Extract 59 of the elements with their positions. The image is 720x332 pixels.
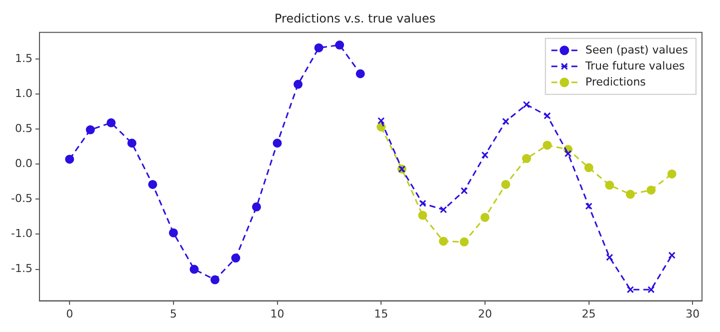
point <box>65 154 74 164</box>
point <box>272 138 282 148</box>
point <box>605 180 614 190</box>
point <box>626 190 635 199</box>
y-tick-label: 1.5 <box>14 52 32 65</box>
x-tick-label: 25 <box>582 307 596 320</box>
point <box>522 101 530 108</box>
point <box>314 43 324 52</box>
point <box>86 125 95 134</box>
point <box>522 154 531 164</box>
point <box>231 254 240 263</box>
legend-label: Predictions <box>585 75 646 88</box>
point <box>626 286 634 294</box>
y-tick-label: -1.0 <box>10 227 32 240</box>
point <box>585 202 592 210</box>
x-tick-label: 5 <box>170 307 177 320</box>
point <box>606 254 614 261</box>
point <box>252 202 261 212</box>
point <box>440 206 447 214</box>
x-tick-label: 20 <box>478 307 492 320</box>
point <box>460 187 468 194</box>
point <box>294 80 303 89</box>
point <box>542 140 552 150</box>
point <box>418 210 428 220</box>
y-tick-label: 0.5 <box>14 122 32 135</box>
point <box>668 252 676 259</box>
x-tick-label: 0 <box>66 307 74 320</box>
x-tick-label: 30 <box>686 307 700 320</box>
point <box>148 180 158 189</box>
point <box>335 40 344 50</box>
y-tick-label: 1.0 <box>14 86 32 100</box>
point <box>106 118 116 128</box>
point <box>501 180 510 189</box>
legend-label: True future values <box>584 59 685 72</box>
x-tick-label: 10 <box>270 307 284 320</box>
point <box>168 228 178 238</box>
y-tick-label: -1.5 <box>10 262 32 276</box>
y-tick-label: 0.0 <box>14 157 32 170</box>
point <box>378 117 385 124</box>
point <box>502 118 510 125</box>
point <box>481 151 489 159</box>
point <box>438 236 448 246</box>
point <box>544 112 551 120</box>
point <box>210 275 220 284</box>
point <box>584 163 594 172</box>
point <box>564 150 572 158</box>
point <box>190 264 199 274</box>
y-tick-label: -0.5 <box>10 192 32 206</box>
point <box>460 237 469 246</box>
x-tick-label: 15 <box>374 307 388 320</box>
point <box>480 212 490 222</box>
point <box>646 186 656 195</box>
point <box>356 69 365 78</box>
point <box>419 200 426 207</box>
point <box>127 138 136 148</box>
legend-label: Seen (past) values <box>585 43 688 56</box>
chart-title: Predictions v.s. true values <box>274 11 436 26</box>
point <box>667 169 676 178</box>
point <box>648 286 655 294</box>
